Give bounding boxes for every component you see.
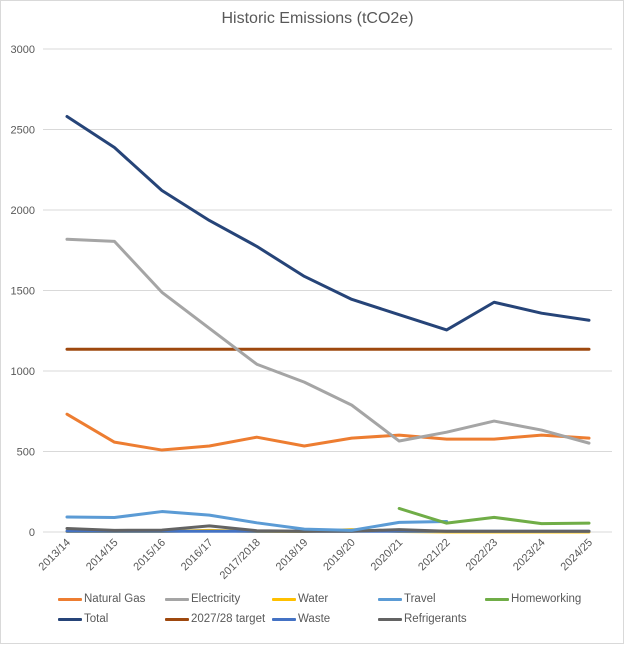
series-lines: [65, 114, 591, 534]
legend-item-electricity: Electricity: [165, 591, 240, 607]
legend-item-2027-28-target: 2027/28 target: [165, 611, 265, 627]
x-tick-label: 2014/15: [84, 537, 121, 574]
legend-label: Waste: [298, 613, 331, 625]
x-axis-ticks: 2013/14 2014/15 2015/16 2016/17 2017/2018 201…: [37, 537, 596, 582]
y-tick-label: 500: [17, 447, 35, 459]
x-tick-label: 2019/20: [321, 537, 358, 574]
y-tick-label: 3000: [11, 44, 35, 56]
legend-label: Refrigerants: [404, 613, 467, 625]
legend-swatch: [272, 617, 296, 621]
legend-item-waste: Waste: [272, 611, 330, 627]
chart-title: Historic Emissions (tCO2e): [221, 10, 414, 27]
legend-swatch: [378, 617, 402, 621]
legend-item-homeworking: Homeworking: [485, 591, 581, 607]
legend-swatch: [378, 597, 402, 601]
y-axis-ticks: 0 500 1000 1500 2000 2500 3000: [11, 44, 35, 539]
x-tick-label: 2017/2018: [218, 537, 263, 582]
x-tick-label: 2024/25: [559, 537, 596, 574]
legend-label: Total: [84, 613, 109, 625]
x-tick-label: 2021/22: [416, 537, 453, 574]
x-tick-label: 2013/14: [37, 537, 74, 574]
legend-item-total: Total: [58, 611, 108, 627]
legend-label: 2027/28 target: [191, 613, 266, 625]
legend-item-refrigerants: Refrigerants: [378, 611, 467, 627]
legend-label: Electricity: [191, 593, 241, 605]
legend-swatch: [165, 617, 189, 621]
legend-item-natural-gas: Natural Gas: [58, 591, 145, 607]
legend-swatch: [485, 597, 509, 601]
legend-label: Water: [298, 593, 329, 605]
series-line-electricity: [65, 237, 591, 445]
y-tick-label: 0: [29, 527, 35, 539]
x-tick-label: 2016/17: [179, 537, 216, 574]
legend-swatch: [165, 597, 189, 601]
x-tick-label: 2015/16: [131, 537, 168, 574]
legend-swatch: [58, 617, 82, 621]
series-line-travel: [65, 510, 449, 532]
legend-label: Homeworking: [511, 593, 582, 605]
legend-label: Natural Gas: [84, 593, 146, 605]
gridlines: [43, 48, 612, 533]
legend-label: Travel: [404, 593, 436, 605]
legend-item-water: Water: [272, 591, 328, 607]
x-tick-label: 2023/24: [511, 537, 548, 574]
series-line-homeworking: [397, 506, 591, 526]
chart-frame: [0, 0, 624, 644]
x-tick-label: 2020/21: [369, 537, 406, 574]
y-tick-label: 1500: [11, 286, 35, 298]
y-tick-label: 2500: [11, 125, 35, 137]
legend-item-travel: Travel: [378, 591, 436, 607]
series-line-natural-gas: [65, 412, 591, 452]
y-tick-label: 1000: [11, 366, 35, 378]
x-tick-label: 2022/23: [464, 537, 501, 574]
x-tick-label: 2018/19: [274, 537, 311, 574]
series-line-total: [65, 114, 591, 332]
legend-swatch: [272, 597, 296, 601]
y-tick-label: 2000: [11, 205, 35, 217]
legend-swatch: [58, 597, 82, 601]
